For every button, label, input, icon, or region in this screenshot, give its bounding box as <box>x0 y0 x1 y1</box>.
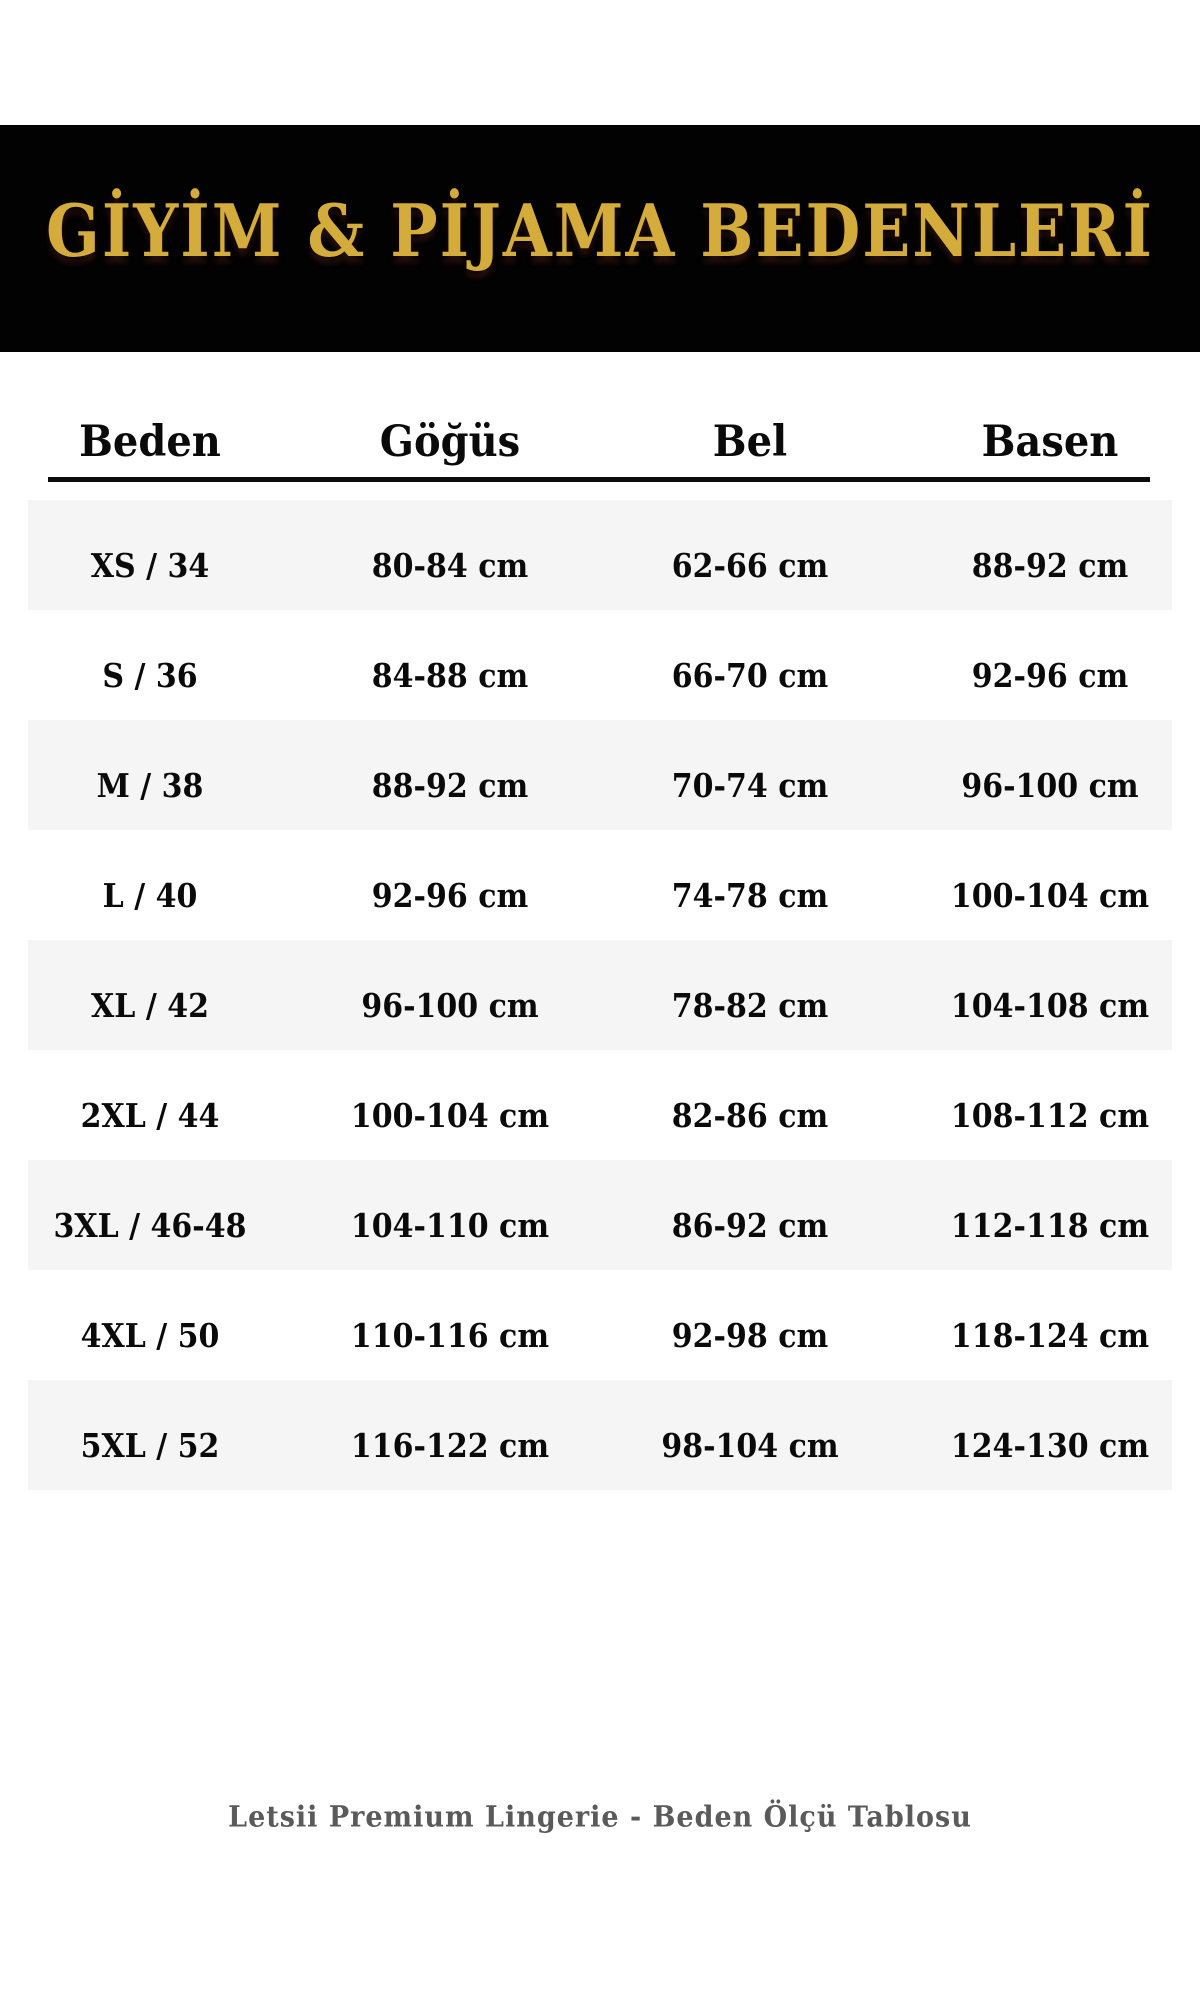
cell-chest: 96-100 cm <box>361 986 539 1026</box>
page-title: GİYİM & PİJAMA BEDENLERİ <box>46 188 1154 273</box>
cell-hips: 96-100 cm <box>961 766 1139 806</box>
cell-chest: 84-88 cm <box>371 656 529 696</box>
cell-chest: 88-92 cm <box>371 766 529 806</box>
cell-hips: 100-104 cm <box>950 876 1150 916</box>
cell-size: 5XL / 52 <box>80 1426 220 1466</box>
footer-caption: Letsii Premium Lingerie - Beden Ölçü Tab… <box>228 1800 972 1835</box>
table-row-s: S / 36 84-88 cm 66-70 cm 92-96 cm <box>0 610 1200 720</box>
cell-size: 4XL / 50 <box>80 1316 220 1356</box>
cell-waist: 82-86 cm <box>671 1096 829 1136</box>
cell-hips: 108-112 cm <box>950 1096 1150 1136</box>
cell-hips: 112-118 cm <box>950 1206 1150 1246</box>
header-divider <box>48 477 1150 482</box>
table-row-2xl: 2XL / 44 100-104 cm 82-86 cm 108-112 cm <box>0 1050 1200 1160</box>
table-row-3xl: 3XL / 46-48 104-110 cm 86-92 cm 112-118 … <box>0 1160 1200 1270</box>
size-table: XS / 34 80-84 cm 62-66 cm 88-92 cm S / 3… <box>0 500 1200 1490</box>
cell-hips: 118-124 cm <box>950 1316 1150 1356</box>
table-row-4xl: 4XL / 50 110-116 cm 92-98 cm 118-124 cm <box>0 1270 1200 1380</box>
cell-chest: 80-84 cm <box>371 546 529 586</box>
cell-hips: 104-108 cm <box>950 986 1150 1026</box>
cell-size: L / 40 <box>102 876 198 916</box>
table-header-row: Beden Göğüs Bel Basen <box>0 416 1200 467</box>
cell-chest: 104-110 cm <box>350 1206 550 1246</box>
column-header-basen: Basen <box>981 416 1119 467</box>
cell-size: XL / 42 <box>91 986 209 1026</box>
table-row-l: L / 40 92-96 cm 74-78 cm 100-104 cm <box>0 830 1200 940</box>
cell-waist: 70-74 cm <box>671 766 829 806</box>
table-row-5xl: 5XL / 52 116-122 cm 98-104 cm 124-130 cm <box>0 1380 1200 1490</box>
cell-size: XS / 34 <box>90 546 210 586</box>
table-row-xs: XS / 34 80-84 cm 62-66 cm 88-92 cm <box>0 500 1200 610</box>
column-header-gogus: Göğüs <box>379 416 521 467</box>
cell-hips: 124-130 cm <box>950 1426 1150 1466</box>
cell-size: 2XL / 44 <box>80 1096 220 1136</box>
cell-hips: 88-92 cm <box>971 546 1129 586</box>
cell-chest: 116-122 cm <box>350 1426 550 1466</box>
column-header-beden: Beden <box>79 416 221 467</box>
cell-waist: 74-78 cm <box>671 876 829 916</box>
column-header-bel: Bel <box>712 416 788 467</box>
cell-chest: 100-104 cm <box>350 1096 550 1136</box>
table-row-xl: XL / 42 96-100 cm 78-82 cm 104-108 cm <box>0 940 1200 1050</box>
cell-waist: 86-92 cm <box>671 1206 829 1246</box>
cell-size: S / 36 <box>102 656 198 696</box>
cell-size: M / 38 <box>96 766 204 806</box>
cell-waist: 62-66 cm <box>671 546 829 586</box>
table-row-m: M / 38 88-92 cm 70-74 cm 96-100 cm <box>0 720 1200 830</box>
cell-waist: 92-98 cm <box>671 1316 829 1356</box>
cell-chest: 92-96 cm <box>371 876 529 916</box>
cell-size: 3XL / 46-48 <box>53 1206 247 1246</box>
cell-waist: 98-104 cm <box>661 1426 839 1466</box>
cell-waist: 66-70 cm <box>671 656 829 696</box>
title-banner: GİYİM & PİJAMA BEDENLERİ <box>0 125 1200 352</box>
cell-waist: 78-82 cm <box>671 986 829 1026</box>
cell-chest: 110-116 cm <box>350 1316 550 1356</box>
cell-hips: 92-96 cm <box>971 656 1129 696</box>
